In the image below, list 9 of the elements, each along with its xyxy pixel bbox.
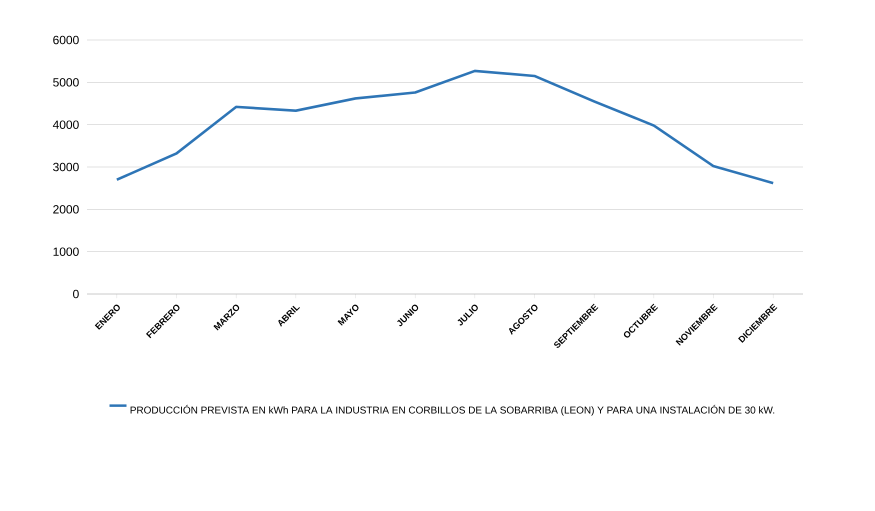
y-tick-label: 0 — [73, 290, 79, 298]
y-tick-label: 1000 — [54, 247, 79, 256]
y-tick-label: 5000 — [53, 78, 79, 87]
y-tick-label: 2000 — [53, 205, 79, 214]
line-series — [116, 70, 774, 184]
legend-label: PRODUCCIÓN PREVISTA EN kWh PARA LA INDUSTRIA EN CORBILLOS DE LA SOBARRIBA (LEON) Y PARA UNA INSTALACIÓN DE 30 kW. — [130, 404, 774, 416]
y-tick-label: 4000 — [52, 120, 79, 129]
y-tick-label: 6000 — [53, 36, 79, 44]
y-tick-label: 3000 — [53, 162, 79, 172]
